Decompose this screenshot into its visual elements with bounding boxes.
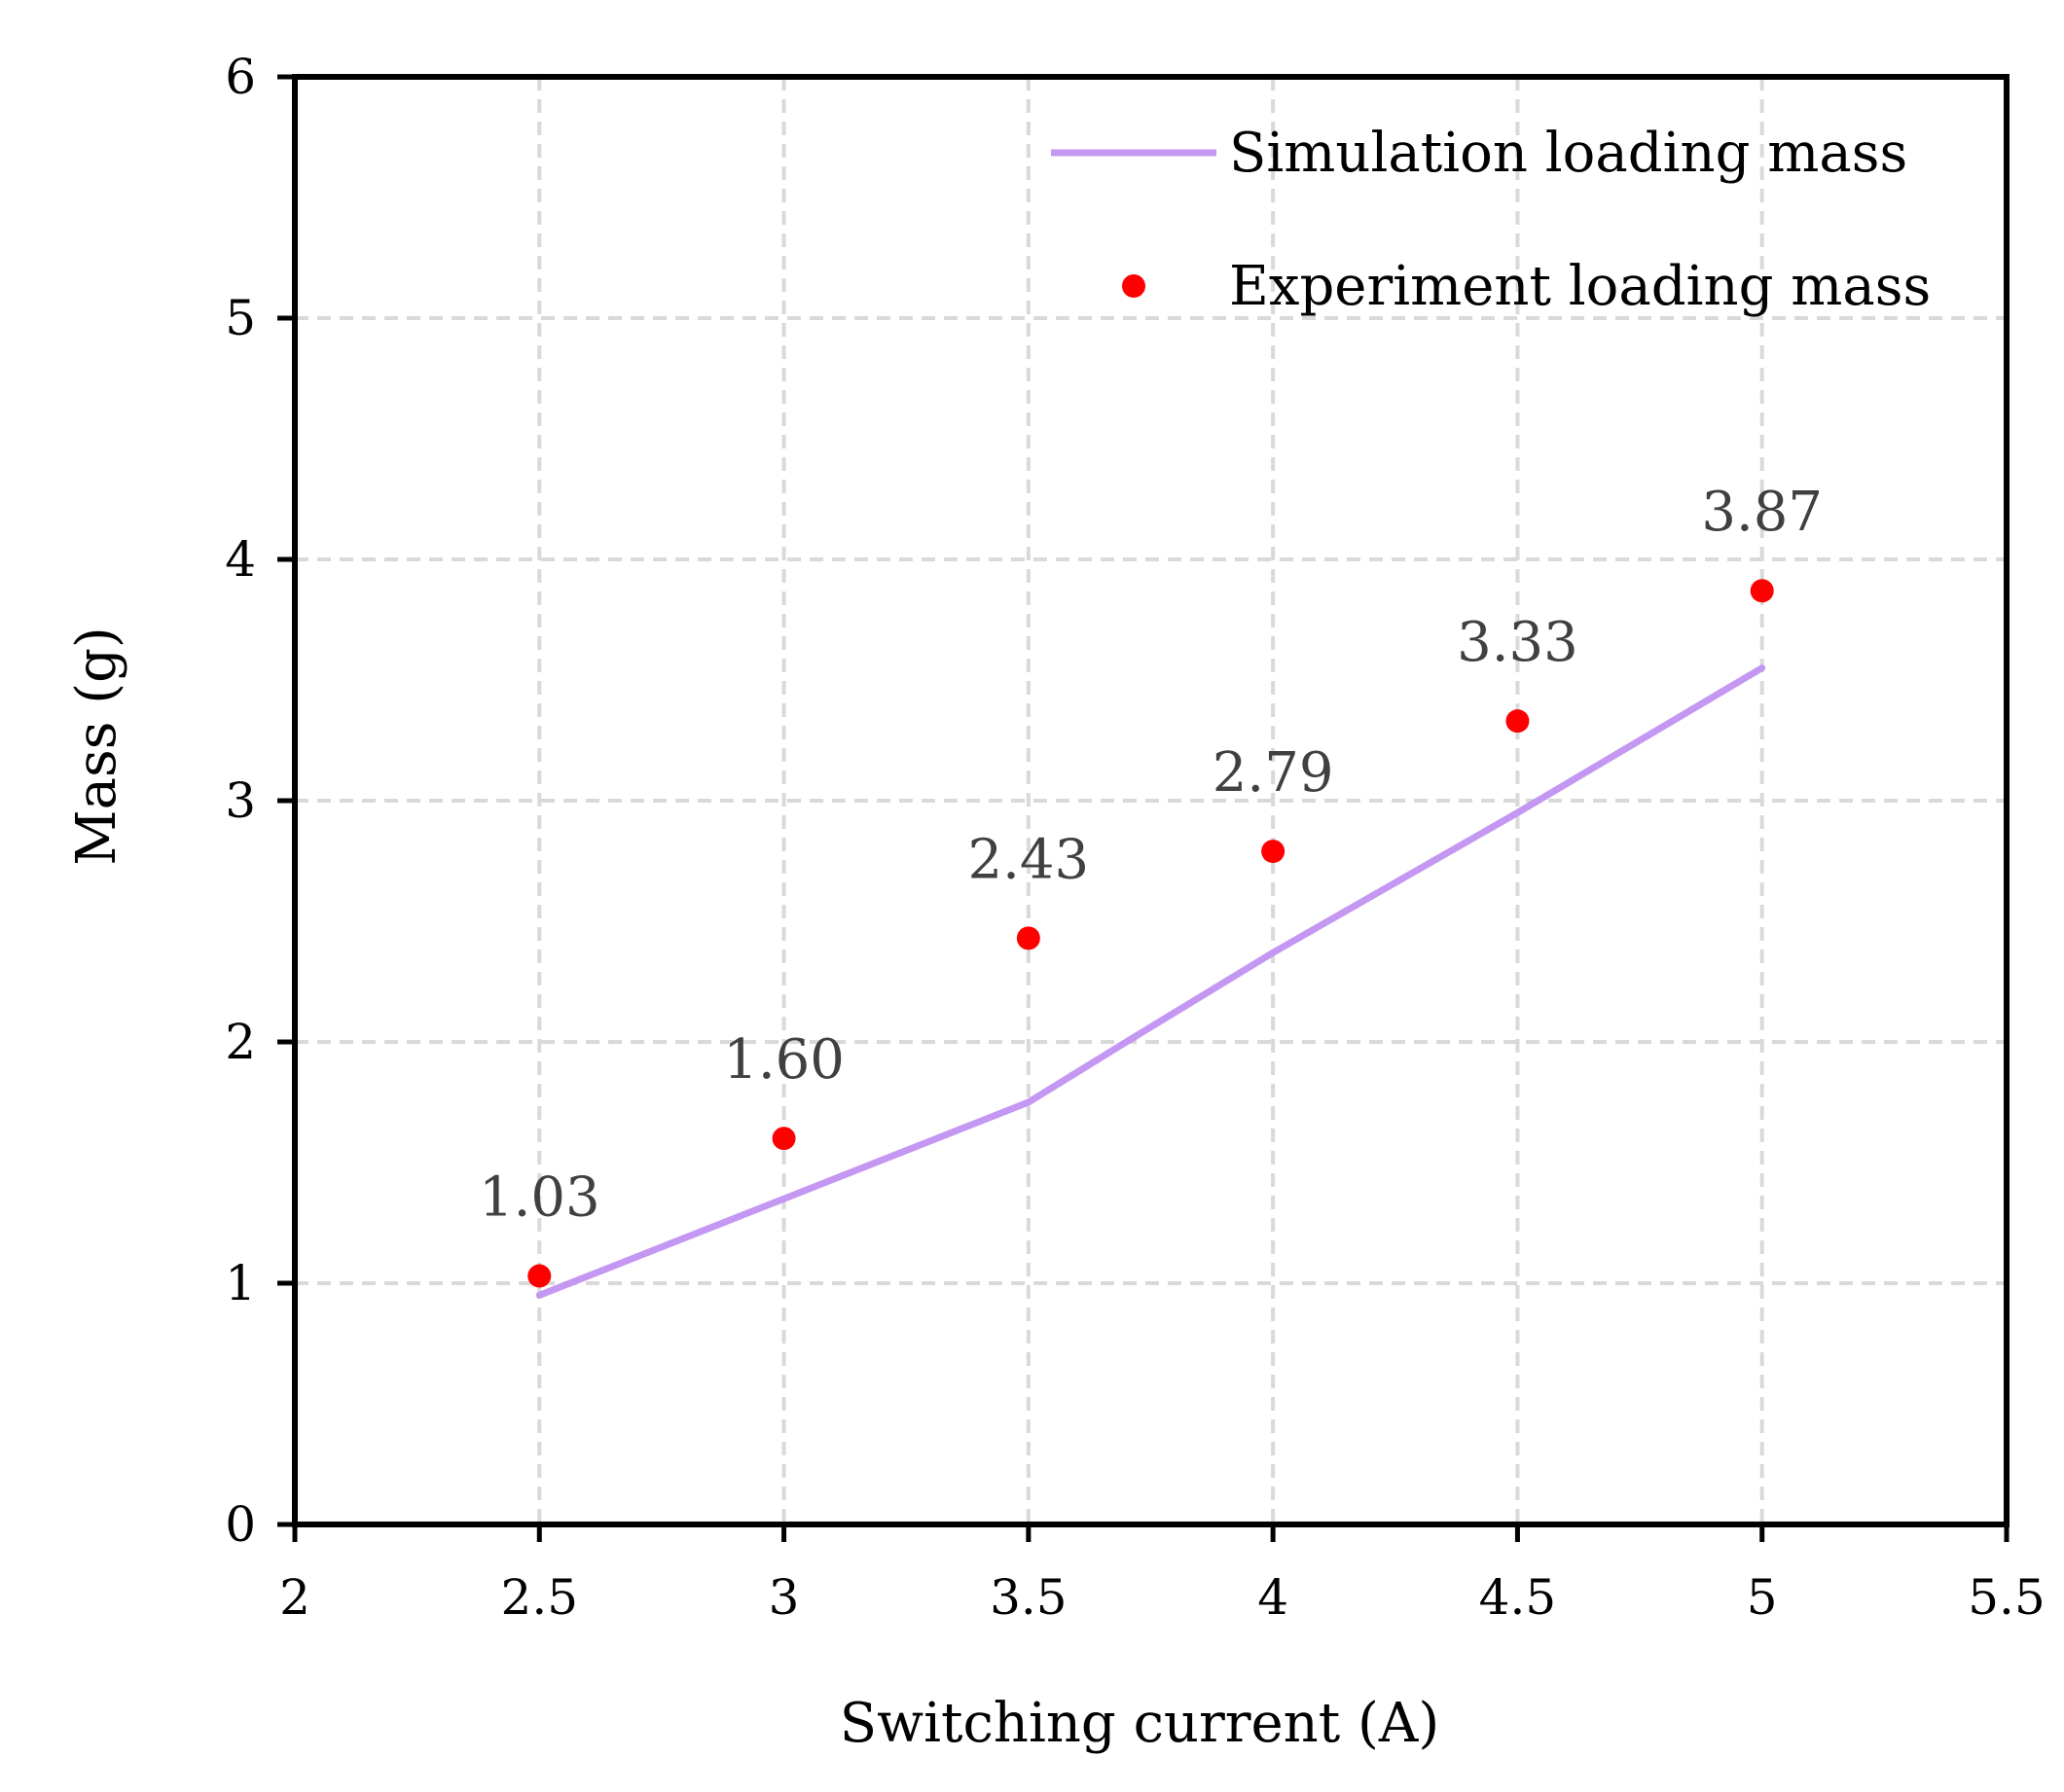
legend: Simulation loading mass Experiment loadin…: [1051, 122, 1931, 318]
experiment-point: [527, 1264, 552, 1288]
y-tick-label: 3: [225, 772, 256, 829]
x-tick-label: 2.5: [501, 1569, 579, 1626]
x-tick-label: 5.5: [1968, 1569, 2046, 1626]
x-tick-label: 5: [1747, 1569, 1778, 1626]
experiment-point: [1016, 926, 1040, 950]
data-label: 3.87: [1701, 481, 1823, 544]
data-series: [527, 579, 1774, 1299]
y-tick-label: 0: [225, 1496, 256, 1553]
legend-label: Simulation loading mass: [1229, 122, 1907, 185]
x-tick-label: 3.5: [990, 1569, 1068, 1626]
data-label: 1.03: [479, 1166, 600, 1230]
grid-lines: [295, 77, 2007, 1524]
simulation-line: [535, 664, 1766, 1299]
legend-label: Experiment loading mass: [1229, 255, 1931, 318]
y-tick-label: 2: [225, 1014, 256, 1070]
x-tick-label: 2: [279, 1569, 310, 1626]
x-tick-label: 3: [769, 1569, 800, 1626]
y-tick-label: 4: [225, 531, 256, 588]
y-tick-label: 6: [225, 49, 256, 105]
data-labels: 1.03 1.60 2.43 2.79 3.33 3.87: [479, 481, 1823, 1229]
data-label: 1.60: [723, 1028, 845, 1092]
y-tick-label: 5: [225, 290, 256, 346]
data-label: 2.43: [968, 828, 1090, 891]
y-axis-title: Mass (g): [65, 627, 128, 866]
axes: [277, 74, 2010, 1542]
data-label: 2.79: [1213, 741, 1334, 805]
experiment-point: [772, 1127, 796, 1151]
experiment-point: [1505, 709, 1530, 734]
x-tick-label: 4.5: [1479, 1569, 1557, 1626]
x-tick-label: 4: [1257, 1569, 1288, 1626]
data-label: 3.33: [1457, 611, 1578, 674]
experiment-point: [1750, 579, 1774, 603]
y-tick-label: 1: [225, 1255, 256, 1311]
tick-labels: 2 2.5 3 3.5 4 4.5 5 5.5 0 1 2 3 4 5 6: [225, 49, 2046, 1626]
experiment-point: [1261, 840, 1285, 864]
x-axis-title: Switching current (A): [840, 1692, 1439, 1755]
legend-dot-swatch: [1122, 274, 1145, 298]
